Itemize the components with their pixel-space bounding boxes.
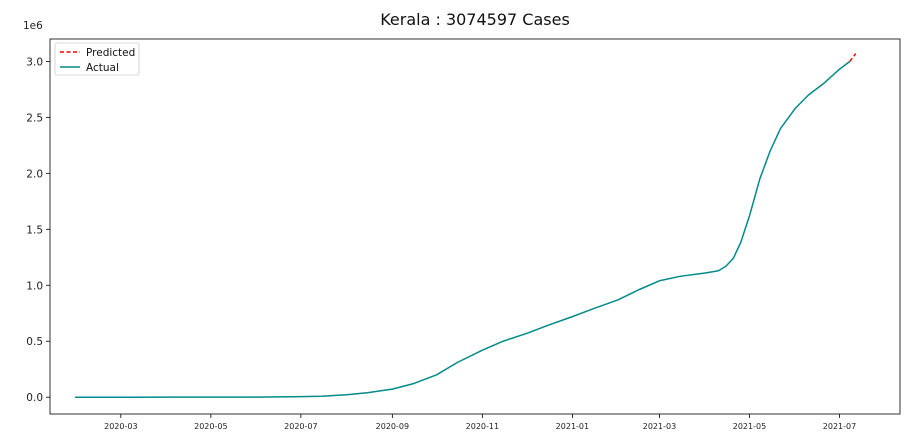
x-tick-label: 2021-05	[733, 422, 766, 431]
x-tick-label: 2020-07	[284, 422, 317, 431]
y-axis: 0.0 0.5 1.0 1.5 2.0 2.5 3.0	[26, 56, 50, 404]
y-tick-label: 3.0	[26, 56, 43, 68]
y-tick-label: 0.5	[26, 336, 43, 348]
x-tick-label: 2020-03	[104, 422, 137, 431]
x-tick-label: 2021-01	[556, 422, 589, 431]
x-axis: 2020-03 2020-05 2020-07 2020-09 2020-11 2021-…	[104, 414, 856, 431]
y-offset-label: 1e6	[23, 20, 43, 32]
y-tick-label: 2.5	[26, 112, 43, 124]
plot-area	[75, 53, 857, 398]
x-tick-label: 2020-11	[466, 422, 499, 431]
legend: Predicted Actual	[54, 42, 140, 76]
series-line-predicted	[849, 53, 857, 62]
y-tick-label: 0.0	[26, 392, 43, 404]
y-tick-label: 2.0	[26, 168, 43, 180]
y-tick-label: 1.0	[26, 280, 43, 292]
axes-frame	[49, 38, 901, 415]
x-tick-label: 2021-03	[643, 422, 676, 431]
legend-label-predicted: Predicted	[86, 47, 135, 59]
x-tick-label: 2020-05	[194, 422, 227, 431]
series-line-actual	[75, 60, 851, 398]
legend-label-actual: Actual	[86, 62, 119, 74]
chart-title: Kerala : 3074597 Cases	[380, 10, 570, 29]
x-tick-label: 2020-09	[376, 422, 409, 431]
y-tick-label: 1.5	[26, 224, 43, 236]
x-tick-label: 2021-07	[823, 422, 856, 431]
